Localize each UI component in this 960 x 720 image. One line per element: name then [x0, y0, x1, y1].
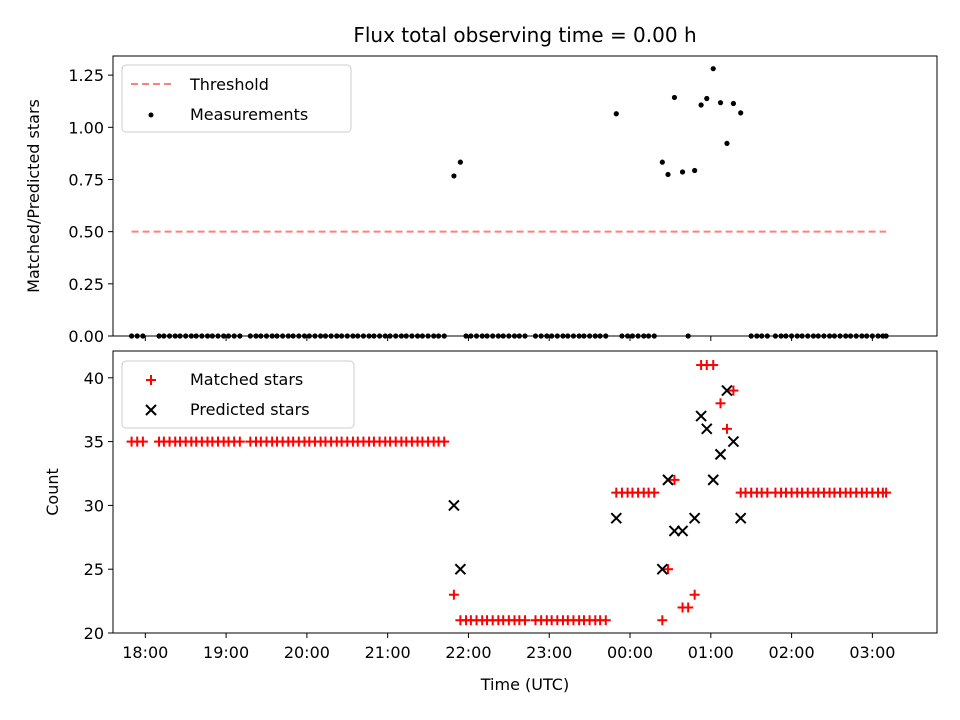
matched-star-point: [657, 615, 668, 626]
measurement-point: [659, 159, 665, 165]
bottom-xtick-label: 18:00: [122, 643, 168, 662]
measurement-point: [717, 100, 724, 106]
bottom-legend-box: [121, 360, 355, 429]
predicted-star-point: [454, 563, 467, 575]
predicted-star-point: [610, 512, 622, 524]
measurement-point: [730, 100, 737, 107]
bottom-xtick-label: 00:00: [607, 643, 653, 662]
legend-threshold-label: Threshold: [189, 75, 269, 94]
legend-measurements-label: Measurements: [190, 105, 308, 124]
predicted-star-point: [721, 384, 733, 397]
legend-predicted-swatch: [145, 404, 157, 416]
predicted-star-point: [448, 499, 460, 512]
matched-star-point: [689, 589, 700, 600]
matched-star-point: [708, 360, 719, 371]
bottom-ytick-label: 30: [84, 496, 104, 515]
predicted-star-point: [701, 423, 713, 435]
bottom-xtick-label: 22:00: [445, 643, 491, 662]
top-ylabel: Matched/Predicted stars: [24, 99, 43, 293]
measurement-point: [724, 140, 730, 146]
matched-star-point: [234, 436, 245, 447]
measurement-point: [704, 95, 710, 102]
measurement-point: [698, 102, 704, 108]
bottom-xtick-label: 21:00: [365, 643, 411, 662]
measurement-point: [671, 94, 678, 101]
bottom-legend: Matched stars Predicted stars: [121, 360, 355, 429]
bottom-xtick-label: 01:00: [688, 643, 734, 662]
matched-star-point: [881, 487, 892, 498]
measurement-point: [665, 171, 671, 178]
legend-predicted-label: Predicted stars: [190, 400, 310, 419]
top-ytick-label: 0.25: [68, 275, 104, 294]
measurement-point: [692, 167, 698, 174]
predicted-star-point: [656, 563, 669, 575]
bottom-ytick-label: 20: [84, 624, 104, 643]
predicted-star-point: [695, 410, 707, 422]
top-ytick-label: 0.50: [68, 223, 104, 242]
top-plot-frame: [112, 55, 938, 337]
bottom-xtick-label: 02:00: [769, 643, 815, 662]
matched-star-point: [448, 589, 459, 600]
bottom-xtick-label: 19:00: [203, 643, 249, 662]
bottom-ytick-label: 35: [84, 433, 104, 452]
bottom-xlabel: Time (UTC): [480, 675, 569, 694]
bottom-xtick-label: 23:00: [526, 643, 572, 662]
top-legend-box: [121, 64, 352, 133]
top-ytick-label: 1.25: [68, 66, 104, 85]
predicted-star-point: [676, 525, 689, 537]
measurement-point: [451, 173, 457, 179]
predicted-star-point: [707, 474, 719, 486]
bottom-xtick-label: 20:00: [284, 643, 330, 662]
measurement-point: [710, 66, 716, 72]
top-ytick-label: 0.75: [68, 170, 104, 189]
top-ytick-label: 0.00: [68, 327, 104, 346]
matched-star-point: [669, 474, 680, 485]
bottom-ytick-label: 40: [84, 369, 104, 388]
predicted-star-point: [714, 448, 727, 461]
bottom-ytick-label: 25: [84, 560, 104, 579]
matched-star-point: [439, 436, 450, 447]
predicted-star-point: [662, 474, 674, 486]
bottom-plot-area: [126, 360, 892, 626]
top-ytick-label: 1.00: [68, 118, 104, 137]
matched-star-point: [715, 398, 726, 409]
top-chart-title: Flux total observing time = 0.00 h: [353, 23, 696, 47]
matched-star-point: [683, 602, 694, 613]
matched-star-point: [728, 385, 739, 396]
measurement-point: [613, 111, 619, 117]
bottom-ylabel: Count: [43, 468, 62, 516]
matched-star-point: [649, 487, 660, 498]
predicted-star-point: [734, 512, 747, 524]
top-legend: Threshold Measurements: [121, 64, 352, 133]
predicted-star-point: [727, 435, 740, 448]
legend-matched-swatch: [146, 375, 156, 385]
matched-star-point: [721, 423, 732, 434]
measurement-point: [679, 169, 686, 175]
matched-star-point: [520, 615, 530, 626]
matched-star-point: [137, 436, 148, 447]
bottom-xtick-label: 03:00: [849, 643, 895, 662]
matched-star-point: [662, 564, 673, 575]
matched-star-point: [600, 615, 611, 626]
bottom-plot-frame: [112, 350, 938, 634]
legend-matched-label: Matched stars: [190, 370, 303, 389]
predicted-star-point: [688, 512, 701, 524]
measurement-point: [738, 110, 744, 116]
legend-measurements-swatch: [148, 112, 154, 118]
measurement-point: [457, 159, 463, 165]
